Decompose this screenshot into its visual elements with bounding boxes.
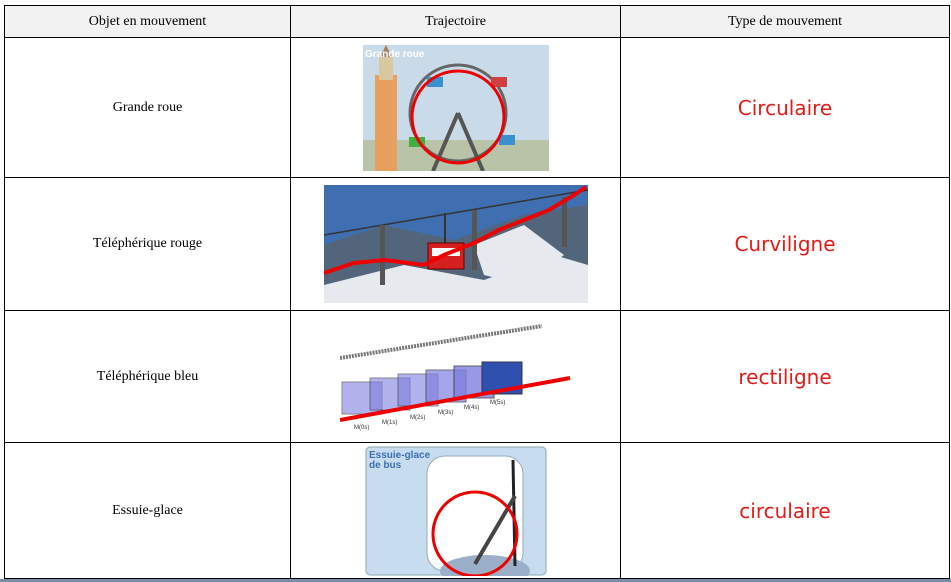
row: Grande roue Grande roue Circulaire [4, 37, 950, 178]
object-cell: Téléphérique bleu [4, 310, 291, 443]
motion-table: Objet en mouvement Trajectoire Type de m… [4, 5, 950, 579]
trajectory-cell [290, 177, 621, 311]
header-cell: Type de mouvement [620, 5, 950, 38]
movement-cell: rectiligne [620, 310, 950, 443]
object-cell: Essuie-glace [4, 442, 291, 579]
image-caption: Grande roue [365, 49, 425, 60]
object-cell: Téléphérique rouge [4, 177, 291, 311]
point-label: M(1s) [382, 420, 397, 426]
bottom-border [0, 579, 951, 582]
movement-cell: Curviligne [620, 177, 950, 311]
ferris-wheel-image: Grande roue [362, 44, 549, 171]
trajectory-cell: Essuie-glace de bus [290, 442, 621, 579]
trajectory-cell: M(0s) M(1s) M(2s) M(3s) M(4s) M(5s) [290, 310, 621, 443]
row: Téléphérique rouge Curviligne [4, 177, 950, 311]
header-row: Objet en mouvement Trajectoire Type de m… [4, 5, 950, 38]
header-cell: Trajectoire [290, 5, 621, 38]
row: Téléphérique bleu M(0s) M(1s) M(2s) M [4, 310, 950, 443]
point-label: M(3s) [438, 410, 453, 416]
header-cell: Objet en mouvement [4, 5, 291, 38]
point-label: M(2s) [410, 415, 425, 421]
row: Essuie-glace Essuie-glace de bus circulai… [4, 442, 950, 579]
blue-cable-car-image: M(0s) M(1s) M(2s) M(3s) M(4s) M(5s) [339, 323, 570, 431]
red-cable-car-image [323, 185, 588, 303]
movement-cell: circulaire [620, 442, 950, 579]
point-label: M(0s) [354, 425, 369, 431]
movement-cell: Circulaire [620, 37, 950, 178]
wiper-image: Essuie-glace de bus [365, 446, 546, 576]
point-label: M(4s) [464, 405, 479, 411]
trajectory-cell: Grande roue [290, 37, 621, 178]
point-label: M(5s) [490, 400, 505, 406]
object-cell: Grande roue [4, 37, 291, 178]
image-caption: Essuie-glace de bus [369, 450, 431, 471]
